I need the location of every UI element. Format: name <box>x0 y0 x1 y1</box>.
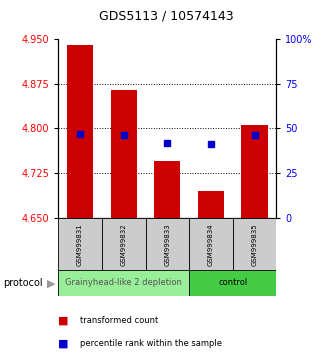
Text: ▶: ▶ <box>47 278 56 288</box>
Bar <box>241 125 268 218</box>
Text: GSM999835: GSM999835 <box>251 223 258 266</box>
Text: control: control <box>218 278 247 287</box>
Text: percentile rank within the sample: percentile rank within the sample <box>80 339 222 348</box>
Text: transformed count: transformed count <box>80 316 158 325</box>
Bar <box>233 218 276 271</box>
Bar <box>111 90 137 218</box>
Text: ■: ■ <box>58 338 69 348</box>
Bar <box>189 270 276 296</box>
Text: GSM999833: GSM999833 <box>164 223 170 266</box>
Bar <box>189 218 233 271</box>
Text: ■: ■ <box>58 315 69 325</box>
Text: GSM999832: GSM999832 <box>121 223 127 266</box>
Bar <box>58 218 102 271</box>
Text: GDS5113 / 10574143: GDS5113 / 10574143 <box>99 10 234 22</box>
Bar <box>67 45 93 218</box>
Text: protocol: protocol <box>3 278 43 288</box>
Text: GSM999834: GSM999834 <box>208 223 214 266</box>
Bar <box>102 218 146 271</box>
Bar <box>146 218 189 271</box>
Bar <box>154 161 180 218</box>
Bar <box>198 191 224 218</box>
Text: GSM999831: GSM999831 <box>77 223 83 266</box>
Bar <box>58 270 189 296</box>
Text: Grainyhead-like 2 depletion: Grainyhead-like 2 depletion <box>65 278 182 287</box>
